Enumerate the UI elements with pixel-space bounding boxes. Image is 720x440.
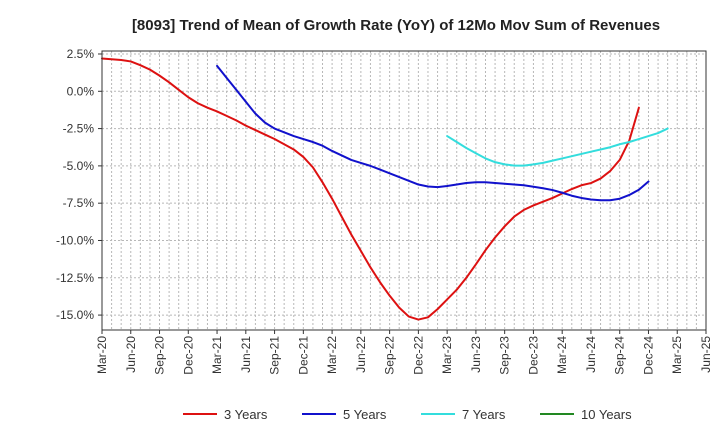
x-tick-label: Mar-24: [555, 336, 569, 374]
plot-border: [101, 50, 707, 331]
y-axis: 2.5% 0.0% -2.5% -5.0% -7.5% -10.0% -12.5% -15.0…: [56, 47, 102, 322]
x-tick-label: Mar-22: [325, 336, 339, 374]
x-tick-label: Mar-21: [210, 336, 224, 374]
x-tick-label: Dec-24: [641, 336, 655, 375]
y-tick-label: -12.5%: [56, 271, 94, 285]
grid-lines: [102, 51, 706, 330]
plot-frame: [101, 50, 707, 331]
x-tick-label: Mar-25: [670, 336, 684, 374]
y-tick-label: -15.0%: [56, 308, 94, 322]
x-tick-label: Dec-23: [526, 336, 540, 375]
x-tick-label: Jun-20: [124, 336, 138, 373]
x-tick-label: Sep-20: [153, 336, 167, 375]
y-tick-label: -5.0%: [63, 159, 95, 173]
series-line-7-years: [446, 127, 669, 167]
plot-area: [102, 51, 706, 330]
legend-label: 7 Years: [462, 407, 506, 422]
chart-title: [8093] Trend of Mean of Growth Rate (YoY…: [132, 17, 660, 34]
x-tick-label: Sep-23: [498, 336, 512, 375]
y-tick-label: -2.5%: [63, 122, 95, 136]
series-line-5-years: [216, 64, 650, 202]
x-tick-label: Jun-25: [699, 336, 713, 373]
plot-background: [102, 51, 706, 330]
series-line-3-years: [101, 57, 640, 321]
x-tick-label: Dec-22: [411, 336, 425, 375]
legend: 3 Years 5 Years 7 Years 10 Years: [183, 407, 632, 422]
legend-label: 5 Years: [343, 407, 387, 422]
y-tick-label: -10.0%: [56, 233, 94, 247]
legend-label: 3 Years: [224, 407, 268, 422]
x-axis: Mar-20 Jun-20 Sep-20 Dec-20 Mar-21 Jun-21 Sep-…: [95, 330, 713, 375]
x-tick-label: Sep-21: [268, 336, 282, 375]
x-tick-label: Sep-24: [613, 336, 627, 375]
x-tick-label: Jun-23: [469, 336, 483, 373]
x-tick-label: Sep-22: [383, 336, 397, 375]
x-tick-label: Mar-20: [95, 336, 109, 374]
x-tick-label: Mar-23: [440, 336, 454, 374]
x-tick-label: Jun-22: [354, 336, 368, 373]
y-tick-label: 2.5%: [67, 47, 95, 61]
x-tick-label: Dec-20: [181, 336, 195, 375]
y-tick-label: 0.0%: [67, 84, 95, 98]
x-tick-label: Jun-24: [584, 336, 598, 373]
series-lines: [101, 57, 669, 321]
x-tick-label: Jun-21: [239, 336, 253, 373]
x-tick-label: Dec-21: [296, 336, 310, 375]
y-tick-label: -7.5%: [63, 196, 95, 210]
legend-label: 10 Years: [581, 407, 632, 422]
